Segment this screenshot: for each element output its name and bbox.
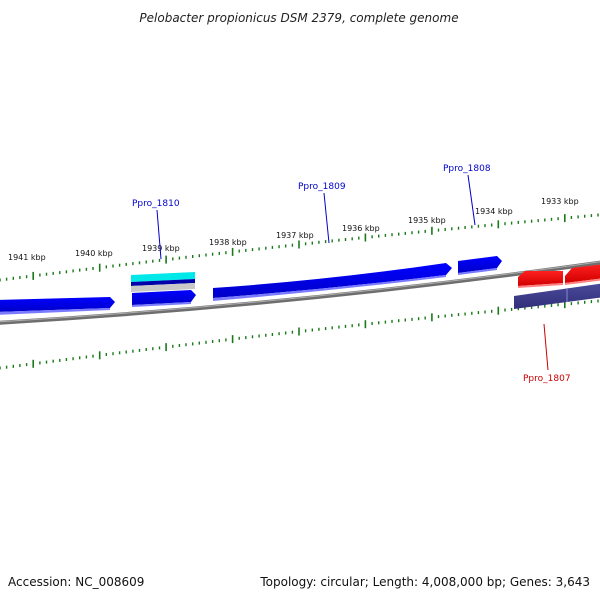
tick-label-1934: 1934 kbp — [475, 207, 513, 216]
rna-feature-track — [131, 272, 195, 292]
gene-arrow-right-edge-shadow — [565, 278, 600, 285]
gene-arrow-ppro-1810[interactable] — [132, 290, 196, 305]
map-title: Pelobacter propionicus DSM 2379, complet… — [139, 11, 458, 25]
gene-label-ppro-1807[interactable]: Ppro_1807 — [523, 374, 571, 384]
callout-line-ppro-1809 — [323, 192, 330, 244]
gene-arrow-ppro-1807-shadow — [518, 283, 563, 288]
gene-arrow-left[interactable] — [0, 297, 115, 312]
rna-feature-bar[interactable] — [131, 272, 195, 282]
outer-ruler — [0, 213, 599, 282]
genome-backbone — [0, 260, 600, 325]
reverse-strand — [514, 264, 600, 309]
gene-label-ppro-1809[interactable]: Ppro_1809 — [298, 182, 346, 192]
gene-arrow-left-shadow — [0, 308, 110, 315]
callout-line-ppro-1808 — [467, 174, 476, 226]
forward-strand — [0, 256, 502, 315]
tick-label-1938: 1938 kbp — [209, 238, 247, 247]
callout-line-ppro-1807 — [543, 323, 549, 371]
rna-feature-underlay — [131, 283, 195, 292]
gene-arrow-ppro-1809-shadow — [213, 275, 446, 301]
genome-summary-text: Topology: circular; Length: 4,008,000 bp… — [259, 575, 590, 589]
accession-text: Accession: NC_008609 — [8, 575, 144, 589]
tick-label-1935: 1935 kbp — [408, 216, 446, 225]
tick-label-1941: 1941 kbp — [8, 253, 46, 262]
tick-label-1939: 1939 kbp — [142, 244, 180, 253]
gene-arrow-ppro-1808-shadow — [458, 268, 497, 275]
gene-arrow-ppro-1808[interactable] — [458, 256, 502, 273]
gene-callouts: Ppro_1810 Ppro_1809 Ppro_1808 Ppro_1807 — [132, 164, 571, 384]
gene-arrow-ppro-1810-shadow — [132, 302, 191, 307]
reverse-feature-bar[interactable] — [514, 283, 600, 309]
gene-arrow-ppro-1807[interactable] — [518, 271, 563, 286]
callout-line-ppro-1810 — [156, 209, 162, 260]
inner-ruler — [0, 299, 599, 370]
tick-label-1937: 1937 kbp — [276, 231, 314, 240]
rna-feature-inner — [131, 279, 195, 286]
ruler-labels: 1941 kbp 1940 kbp 1939 kbp 1938 kbp 1937… — [8, 197, 579, 262]
gene-arrow-ppro-1809[interactable] — [213, 263, 452, 298]
genome-backbone-highlight — [0, 261, 600, 323]
gene-arrow-right-edge[interactable] — [565, 264, 600, 283]
gene-label-ppro-1810[interactable]: Ppro_1810 — [132, 199, 180, 209]
tick-label-1936: 1936 kbp — [342, 224, 380, 233]
tick-label-1933: 1933 kbp — [541, 197, 579, 206]
gene-label-ppro-1808[interactable]: Ppro_1808 — [443, 164, 491, 174]
tick-label-1940: 1940 kbp — [75, 249, 113, 258]
